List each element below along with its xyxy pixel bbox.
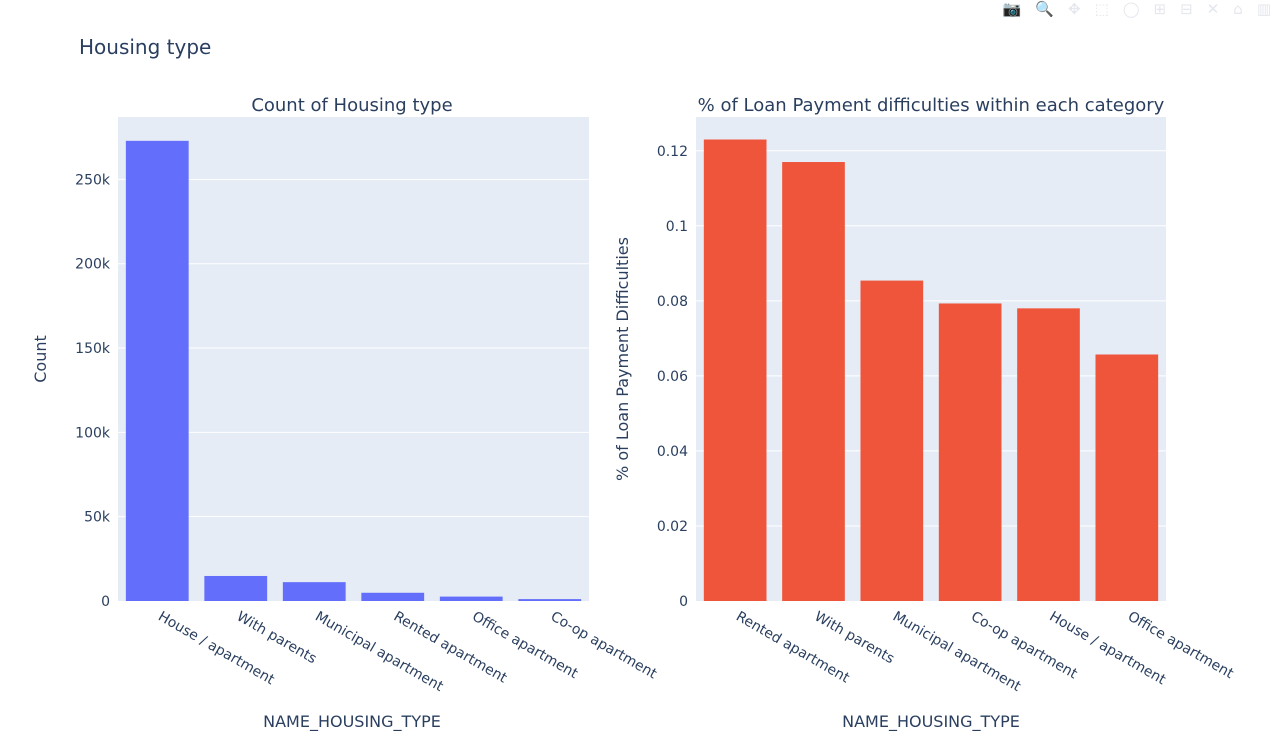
y-tick-label: 250k bbox=[75, 172, 111, 188]
y-tick-label: 0.08 bbox=[657, 294, 688, 310]
modebar: 📷 🔍 ✥ ⬚ ◯ ⊞ ⊟ ✕ ⌂ ▥ bbox=[1003, 0, 1271, 18]
x-axis-label: NAME_HOUSING_TYPE bbox=[842, 712, 1020, 732]
bar[interactable] bbox=[938, 303, 1002, 601]
bar[interactable] bbox=[361, 592, 425, 601]
plotly-logo-icon[interactable]: ▥ bbox=[1256, 0, 1271, 18]
pan-icon[interactable]: ✥ bbox=[1067, 0, 1081, 18]
bar[interactable] bbox=[125, 140, 189, 601]
bar[interactable] bbox=[860, 280, 924, 601]
bar[interactable] bbox=[1095, 354, 1159, 601]
y-tick-label: 100k bbox=[75, 425, 111, 441]
camera-icon[interactable]: 📷 bbox=[1002, 0, 1022, 18]
zoom-in-icon[interactable]: ⊞ bbox=[1153, 0, 1167, 18]
x-tick-label: Municipal apartment bbox=[312, 609, 446, 696]
lasso-select-icon[interactable]: ◯ bbox=[1122, 0, 1140, 18]
bar[interactable] bbox=[282, 582, 346, 601]
y-tick-label: 0.1 bbox=[666, 219, 688, 235]
y-tick-label: 0 bbox=[101, 594, 110, 610]
bar[interactable] bbox=[703, 139, 767, 601]
subplot-title: Count of Housing type bbox=[251, 95, 452, 116]
autoscale-icon[interactable]: ✕ bbox=[1206, 0, 1220, 18]
bar[interactable] bbox=[204, 575, 268, 601]
zoom-out-icon[interactable]: ⊟ bbox=[1180, 0, 1193, 18]
bar[interactable] bbox=[439, 596, 503, 601]
subplot-title: % of Loan Payment difficulties within ea… bbox=[698, 95, 1165, 116]
y-tick-label: 50k bbox=[84, 510, 111, 526]
y-tick-label: 200k bbox=[75, 257, 111, 273]
y-tick-label: 0 bbox=[679, 594, 688, 610]
zoom-icon[interactable]: 🔍 bbox=[1035, 0, 1054, 18]
box-select-icon[interactable]: ⬚ bbox=[1094, 0, 1109, 18]
y-tick-label: 0.02 bbox=[657, 519, 688, 535]
x-tick-label: Municipal apartment bbox=[890, 609, 1024, 696]
y-tick-label: 0.12 bbox=[657, 144, 688, 160]
y-tick-label: 0.06 bbox=[657, 369, 688, 385]
bar[interactable] bbox=[782, 162, 845, 601]
bar[interactable] bbox=[518, 599, 582, 601]
y-axis-label: % of Loan Payment Difficulties bbox=[613, 237, 632, 481]
y-tick-label: 0.04 bbox=[657, 444, 688, 460]
y-axis-label: Count bbox=[31, 335, 50, 383]
x-axis-label: NAME_HOUSING_TYPE bbox=[263, 712, 441, 732]
plot-area bbox=[696, 117, 1166, 601]
plot-area bbox=[118, 117, 589, 601]
reset-axes-icon[interactable]: ⌂ bbox=[1233, 0, 1243, 18]
bar[interactable] bbox=[1017, 308, 1080, 601]
figure-title: Housing type bbox=[79, 35, 211, 59]
y-tick-label: 150k bbox=[75, 341, 111, 357]
